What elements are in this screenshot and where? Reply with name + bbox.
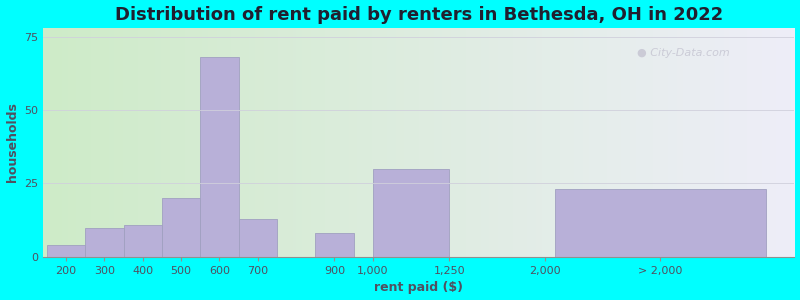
Bar <box>162 198 200 257</box>
Title: Distribution of rent paid by renters in Bethesda, OH in 2022: Distribution of rent paid by renters in … <box>114 6 723 24</box>
Bar <box>47 245 86 257</box>
Text: ● City-Data.com: ● City-Data.com <box>637 49 730 58</box>
Bar <box>200 57 238 257</box>
Bar <box>123 225 162 257</box>
Bar <box>238 219 277 257</box>
Bar <box>86 227 123 257</box>
Bar <box>373 169 450 257</box>
Bar <box>315 233 354 257</box>
Y-axis label: households: households <box>6 102 18 182</box>
X-axis label: rent paid ($): rent paid ($) <box>374 281 463 294</box>
Bar <box>555 189 766 257</box>
